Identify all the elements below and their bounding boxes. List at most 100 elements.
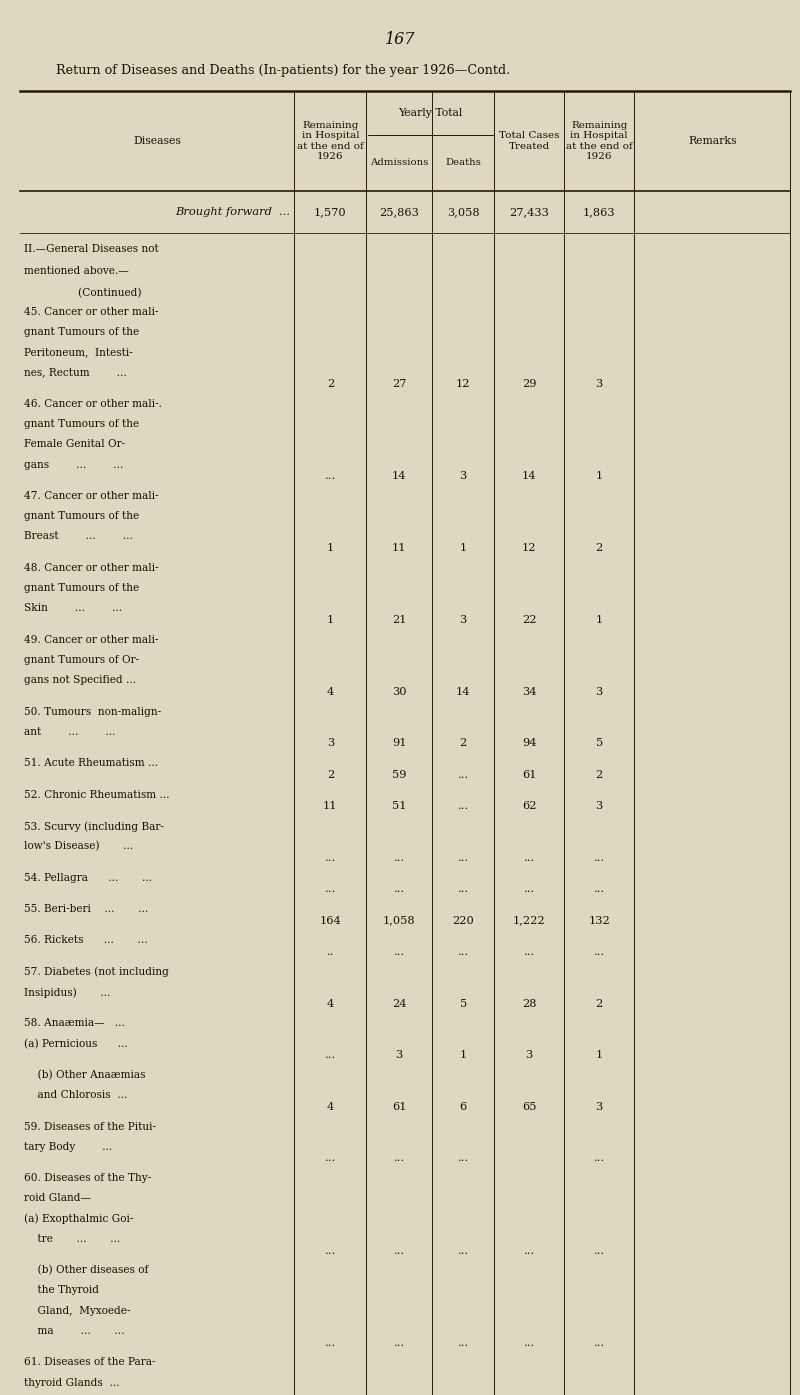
Text: ...: ...	[325, 1389, 336, 1395]
Text: 1: 1	[326, 543, 334, 552]
Text: ...: ...	[523, 852, 535, 862]
Text: 55. Beri-beri    ...       ...: 55. Beri-beri ... ...	[24, 904, 148, 914]
Text: 48. Cancer or other mali-: 48. Cancer or other mali-	[24, 562, 158, 573]
Text: (a) Exopthalmic Goi-: (a) Exopthalmic Goi-	[24, 1214, 134, 1225]
Text: ...: ...	[458, 801, 469, 812]
Text: 1,222: 1,222	[513, 915, 546, 926]
Text: Breast        ...        ...: Breast ... ...	[24, 531, 133, 541]
Text: 53. Scurvy (including Bar-: 53. Scurvy (including Bar-	[24, 820, 164, 831]
Text: tre       ...       ...: tre ... ...	[24, 1235, 120, 1244]
Text: ant        ...        ...: ant ... ...	[24, 727, 115, 737]
Text: 25,863: 25,863	[379, 206, 419, 218]
Text: 51. Acute Rheumatism ...: 51. Acute Rheumatism ...	[24, 759, 158, 769]
Text: 1: 1	[459, 1050, 467, 1060]
Text: 57. Diabetes (not including: 57. Diabetes (not including	[24, 967, 169, 978]
Text: 12: 12	[456, 379, 470, 389]
Text: 21: 21	[392, 615, 406, 625]
Text: ...: ...	[594, 1389, 605, 1395]
Text: 2: 2	[326, 379, 334, 389]
Text: ...: ...	[523, 1338, 535, 1348]
Text: Remarks: Remarks	[688, 135, 737, 146]
Text: 27: 27	[392, 379, 406, 389]
Text: Admissions: Admissions	[370, 159, 428, 167]
Text: ...: ...	[394, 852, 405, 862]
Text: Brought forward  ...: Brought forward ...	[175, 206, 290, 218]
Text: 54. Pellagra      ...       ...: 54. Pellagra ... ...	[24, 873, 152, 883]
Text: ...: ...	[325, 852, 336, 862]
Text: ...: ...	[325, 472, 336, 481]
Text: 2: 2	[595, 999, 603, 1009]
Text: 4: 4	[326, 686, 334, 696]
Text: 6: 6	[459, 1102, 467, 1112]
Text: gnant Tumours of the: gnant Tumours of the	[24, 418, 139, 430]
Text: ...: ...	[458, 852, 469, 862]
Text: gnant Tumours of the: gnant Tumours of the	[24, 326, 139, 338]
Text: ...: ...	[325, 1154, 336, 1163]
Text: ...: ...	[394, 947, 405, 957]
Text: 3: 3	[595, 686, 603, 696]
Text: 56. Rickets      ...       ...: 56. Rickets ... ...	[24, 936, 148, 946]
Text: 1,570: 1,570	[314, 206, 346, 218]
Text: 1: 1	[595, 1050, 603, 1060]
Text: ...: ...	[594, 947, 605, 957]
Text: ...: ...	[394, 1246, 405, 1256]
Text: ...: ...	[325, 884, 336, 894]
Text: gnant Tumours of the: gnant Tumours of the	[24, 511, 139, 522]
Text: gnant Tumours of the: gnant Tumours of the	[24, 583, 139, 593]
Text: nes, Rectum        ...: nes, Rectum ...	[24, 367, 126, 378]
Text: 3,058: 3,058	[447, 206, 479, 218]
Text: 58. Anaæmia—   ...: 58. Anaæmia— ...	[24, 1018, 125, 1028]
Text: 29: 29	[522, 379, 537, 389]
Text: ...: ...	[523, 947, 535, 957]
Text: Female Genital Or-: Female Genital Or-	[24, 439, 125, 449]
Text: ...: ...	[394, 1154, 405, 1163]
Text: gans not Specified ...: gans not Specified ...	[24, 675, 136, 685]
Text: 1: 1	[595, 472, 603, 481]
Text: ...: ...	[458, 884, 469, 894]
Text: (b) Other Anaæmias: (b) Other Anaæmias	[24, 1070, 146, 1080]
Text: 34: 34	[522, 686, 537, 696]
Text: 1,863: 1,863	[583, 206, 615, 218]
Text: ...: ...	[458, 1389, 469, 1395]
Text: 3: 3	[595, 801, 603, 812]
Text: tary Body        ...: tary Body ...	[24, 1143, 112, 1152]
Text: II.—General Diseases not: II.—General Diseases not	[24, 244, 158, 254]
Text: Remaining
in Hospital
at the end of
1926: Remaining in Hospital at the end of 1926	[566, 121, 633, 160]
Text: ...: ...	[523, 1246, 535, 1256]
Text: 61. Diseases of the Para-: 61. Diseases of the Para-	[24, 1357, 155, 1367]
Text: 94: 94	[522, 738, 537, 748]
Text: 5: 5	[595, 738, 603, 748]
Text: 12: 12	[522, 543, 537, 552]
Text: ...: ...	[458, 1246, 469, 1256]
Text: 30: 30	[392, 686, 406, 696]
Text: 4: 4	[326, 999, 334, 1009]
Text: 46. Cancer or other mali-.: 46. Cancer or other mali-.	[24, 399, 162, 409]
Text: 1: 1	[459, 543, 467, 552]
Text: (a) Pernicious      ...: (a) Pernicious ...	[24, 1039, 128, 1049]
Text: ...: ...	[394, 1389, 405, 1395]
Text: ...: ...	[394, 884, 405, 894]
Text: (Continued): (Continued)	[24, 287, 142, 299]
Text: 2: 2	[326, 770, 334, 780]
Text: ...: ...	[594, 852, 605, 862]
Text: 62: 62	[522, 801, 537, 812]
Text: 132: 132	[588, 915, 610, 926]
Text: 167: 167	[385, 31, 415, 47]
Text: 3: 3	[459, 472, 467, 481]
Text: 65: 65	[522, 1102, 537, 1112]
Text: 3: 3	[595, 1102, 603, 1112]
Text: 51: 51	[392, 801, 406, 812]
Text: gans        ...        ...: gans ... ...	[24, 459, 123, 470]
Text: ...: ...	[394, 1338, 405, 1348]
Text: 47. Cancer or other mali-: 47. Cancer or other mali-	[24, 491, 158, 501]
Text: ..: ..	[326, 947, 334, 957]
Text: 49. Cancer or other mali-: 49. Cancer or other mali-	[24, 635, 158, 644]
Text: 14: 14	[456, 686, 470, 696]
Text: 2: 2	[459, 738, 467, 748]
Text: 3: 3	[326, 738, 334, 748]
Text: ...: ...	[458, 770, 469, 780]
Text: Deaths: Deaths	[446, 159, 481, 167]
Text: ...: ...	[594, 1154, 605, 1163]
Text: 52. Chronic Rheumatism ...: 52. Chronic Rheumatism ...	[24, 790, 170, 799]
Text: 11: 11	[323, 801, 338, 812]
